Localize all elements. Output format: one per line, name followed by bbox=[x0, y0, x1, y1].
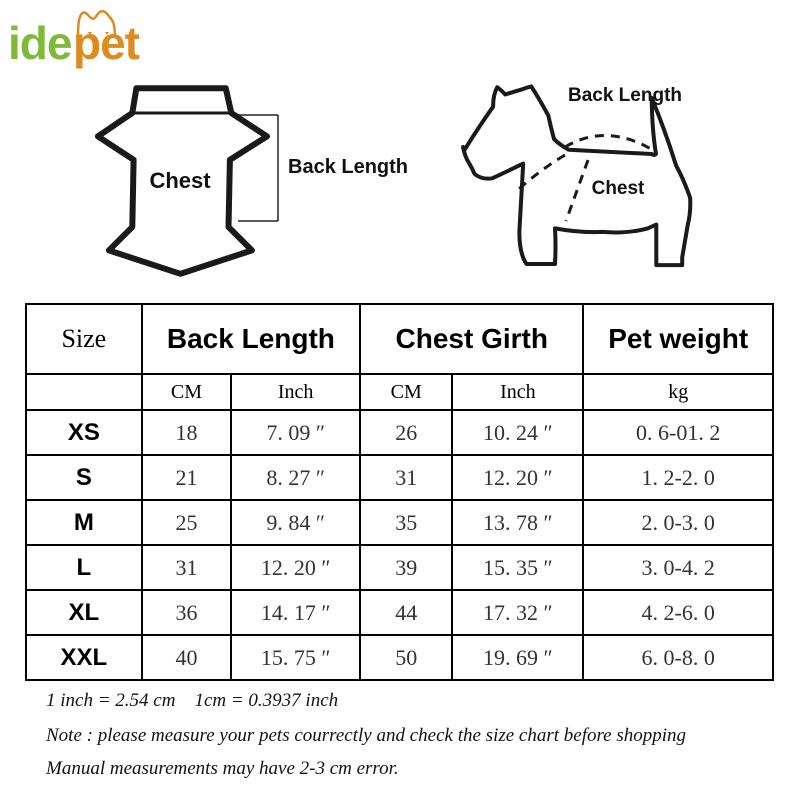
svg-text:Back Length: Back Length bbox=[568, 85, 682, 106]
svg-text:Chest: Chest bbox=[149, 168, 211, 193]
svg-text:Chest: Chest bbox=[592, 178, 645, 199]
svg-text:ide: ide bbox=[8, 17, 72, 69]
svg-text:pet: pet bbox=[73, 17, 140, 69]
svg-text:Back Length: Back Length bbox=[288, 156, 408, 178]
